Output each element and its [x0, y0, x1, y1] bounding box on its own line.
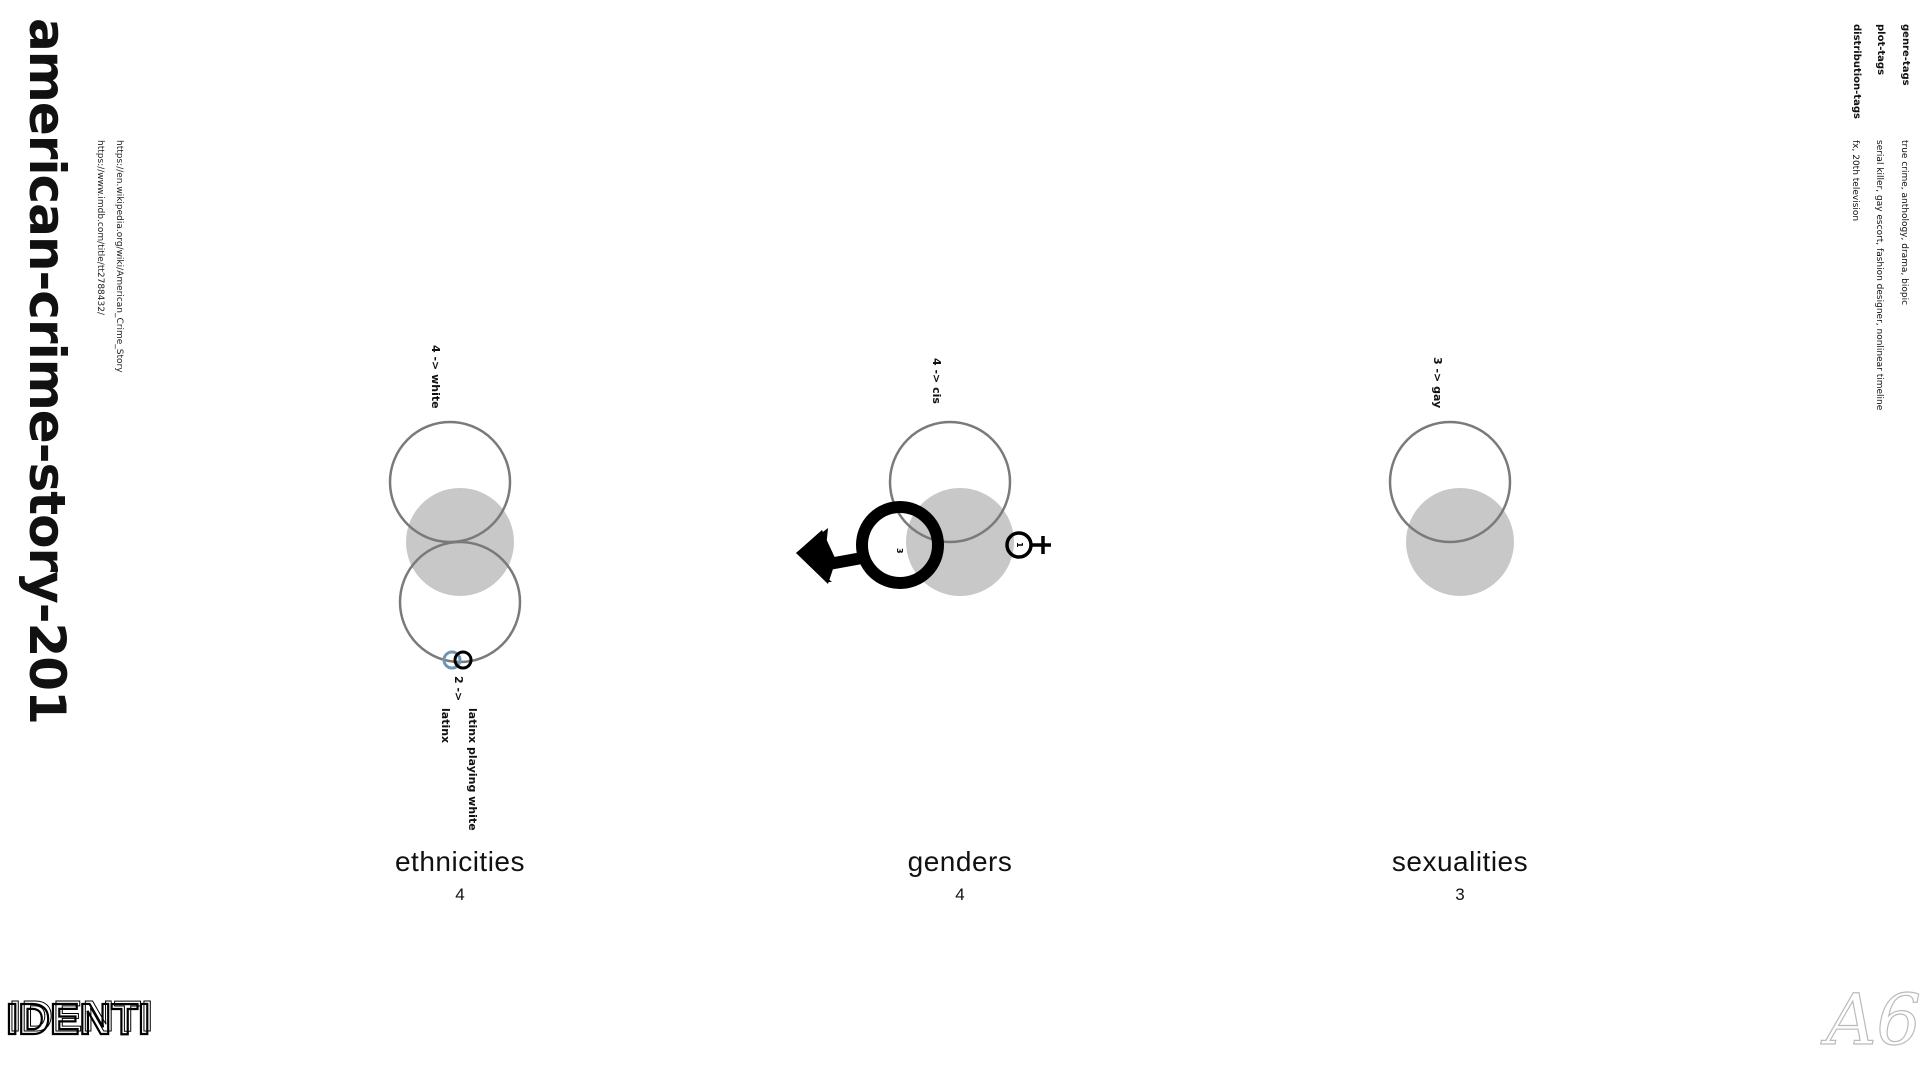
svg-text:IDENTI: IDENTI	[9, 992, 153, 1041]
ethnicities-diagram	[388, 420, 522, 670]
logo-text: IDENTI	[6, 995, 150, 1044]
watermark-logo: A6	[1819, 978, 1920, 1061]
genders-cis-circle	[888, 420, 1012, 544]
identi-logo: IDENTI IDENTI	[5, 992, 154, 1046]
sexualities-gay-circle	[1388, 420, 1512, 544]
ethnicities-title: ethnicities	[394, 846, 525, 877]
ethnicities-top-annotation: 4 -> white	[429, 345, 442, 409]
genders-title: genders	[907, 846, 1013, 877]
sexualities-diagram	[1388, 420, 1514, 596]
female-symbol-icon	[1005, 531, 1051, 559]
male-symbol-icon	[796, 501, 944, 589]
watermark-text: A6	[1820, 979, 1920, 1061]
genders-diagram: 3 1	[796, 420, 1051, 596]
latinx-playing-white-marker-icon	[442, 650, 462, 670]
male-count-label: 3	[895, 548, 904, 554]
female-count-label: 1	[1015, 542, 1024, 548]
ethnicities-bottom-count: 2 ->	[452, 676, 465, 702]
genders-count: 4	[955, 885, 965, 904]
genders-top-annotation: 4 -> cis	[930, 358, 943, 404]
ethnicities-count: 4	[455, 885, 465, 904]
sexualities-title: sexualities	[1391, 846, 1529, 877]
latinx-playing-white-label: latinx playing white	[466, 708, 479, 831]
latinx-marker-icon	[453, 650, 473, 670]
sexualities-count: 3	[1455, 885, 1465, 904]
sexualities-top-annotation: 3 -> gay	[1431, 357, 1444, 409]
latinx-label: latinx	[439, 708, 452, 744]
